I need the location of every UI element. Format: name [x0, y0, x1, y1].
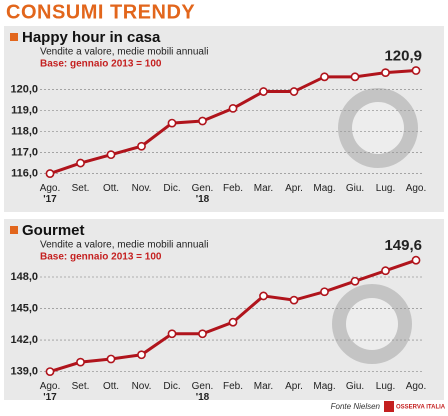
marker — [259, 291, 268, 301]
marker — [381, 68, 390, 78]
marker — [411, 66, 421, 75]
marker — [259, 87, 268, 96]
marker — [167, 329, 177, 339]
marker — [167, 118, 177, 128]
marker — [137, 141, 146, 151]
chart-title: Gourmet — [22, 222, 85, 239]
source: Fonte Nielsen — [331, 402, 381, 411]
marker — [76, 158, 85, 168]
value-label: 120,9 — [384, 47, 422, 64]
x-tick-label: Gen. '18 — [192, 183, 214, 205]
x-tick-label: Ago. '17 — [40, 381, 61, 403]
y-tick-label: 145,0 — [10, 302, 38, 314]
title-marker — [10, 33, 18, 41]
marker — [228, 103, 238, 113]
x-tick-label: Lug. — [376, 381, 395, 392]
logo: OSSERVA ITALIA — [396, 405, 446, 411]
y-tick-label: 120,0 — [10, 83, 38, 95]
y-tick-label: 142,0 — [10, 334, 38, 346]
x-tick-label: Feb. — [223, 183, 243, 194]
marker — [289, 295, 299, 305]
marker — [381, 266, 390, 276]
chart-title: Happy hour in casa — [22, 29, 161, 46]
marker — [106, 354, 116, 364]
marker — [350, 276, 360, 286]
marker — [45, 169, 55, 178]
marker — [350, 72, 360, 82]
x-tick-label: Apr. — [285, 183, 303, 194]
y-tick-label: 117,0 — [11, 146, 38, 158]
y-tick-label: 118,0 — [11, 125, 38, 137]
x-tick-label: Ago. — [406, 381, 427, 392]
x-tick-label: Gen. '18 — [192, 381, 214, 403]
chart-subtitle: Vendite a valore, medie mobili annuali — [40, 47, 208, 58]
title-marker — [10, 226, 18, 234]
x-tick-label: Apr. — [285, 381, 303, 392]
illustration — [352, 102, 404, 154]
marker — [198, 116, 207, 126]
value-label: 149,6 — [384, 237, 422, 254]
page-title: CONSUMI TRENDY — [6, 1, 195, 23]
marker — [228, 317, 238, 327]
marker — [411, 255, 421, 265]
x-tick-label: Feb. — [223, 381, 243, 392]
x-tick-label: Ott. — [103, 183, 119, 194]
marker — [320, 287, 329, 297]
marker — [76, 357, 85, 367]
marker — [137, 350, 146, 360]
chart-note: Base: gennaio 2013 = 100 — [40, 252, 162, 263]
chart-subtitle: Vendite a valore, medie mobili annuali — [40, 240, 208, 251]
x-tick-label: Dic. — [163, 183, 180, 194]
x-tick-label: Nov. — [132, 381, 152, 392]
y-tick-label: 116,0 — [11, 167, 38, 179]
y-tick-label: 119,0 — [11, 104, 38, 116]
marker — [198, 329, 207, 339]
marker — [320, 72, 329, 82]
x-tick-label: Mar. — [254, 381, 273, 392]
x-tick-label: Ott. — [103, 381, 119, 392]
marker — [289, 87, 299, 96]
x-tick-label: Set. — [72, 183, 90, 194]
x-tick-label: Giu. — [346, 381, 364, 392]
x-tick-label: Ago. '17 — [40, 183, 61, 205]
x-tick-label: Ago. — [406, 183, 427, 194]
x-tick-label: Mar. — [254, 183, 273, 194]
x-tick-label: Dic. — [163, 381, 180, 392]
x-tick-label: Mag. — [313, 381, 335, 392]
logo-icon — [384, 401, 394, 412]
x-tick-label: Set. — [72, 381, 90, 392]
illustration — [346, 298, 398, 350]
marker — [106, 150, 116, 160]
x-tick-label: Lug. — [376, 183, 395, 194]
marker — [45, 367, 55, 376]
x-tick-label: Nov. — [132, 183, 152, 194]
chart-note: Base: gennaio 2013 = 100 — [40, 59, 162, 70]
y-tick-label: 148,0 — [10, 271, 38, 283]
x-tick-label: Giu. — [346, 183, 364, 194]
y-tick-label: 139,0 — [10, 365, 38, 377]
x-tick-label: Mag. — [313, 183, 335, 194]
